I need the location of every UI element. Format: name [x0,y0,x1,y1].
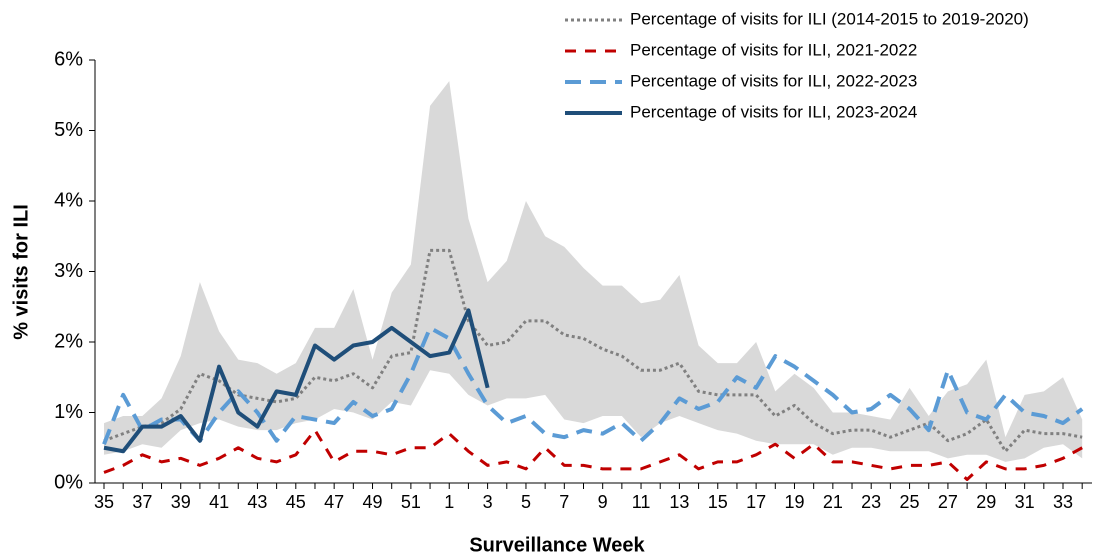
y-tick-label: 5% [54,119,83,141]
y-tick-label: 3% [54,260,83,282]
x-tick-label: 41 [209,492,229,512]
x-tick-label: 39 [171,492,191,512]
y-tick-label: 6% [54,48,83,70]
x-tick-label: 51 [401,492,421,512]
x-tick-label: 3 [483,492,493,512]
y-tick-label: 4% [54,189,83,211]
series-line [103,428,1083,481]
y-tick-label: 1% [54,401,83,423]
x-tick-label: 47 [324,492,344,512]
legend-label: Percentage of visits for ILI, 2023-2024 [630,102,917,121]
x-tick-label: 11 [632,492,651,512]
x-tick-label: 19 [784,492,804,512]
x-tick-label: 27 [938,492,958,512]
legend-label: Percentage of visits for ILI (2014-2015 … [630,9,1029,28]
x-tick-label: 29 [976,492,996,512]
x-tick-label: 45 [286,492,306,512]
x-tick-label: 33 [1053,492,1073,512]
x-tick-label: 1 [444,492,454,512]
x-tick-label: 21 [823,492,843,512]
x-tick-label: 25 [900,492,920,512]
y-axis-title: % visits for ILI [10,204,32,340]
x-tick-label: 15 [708,492,728,512]
series-line [103,248,1083,453]
x-tick-label: 13 [669,492,689,512]
x-tick-label: 37 [132,492,152,512]
x-tick-label: 5 [521,492,531,512]
x-axis-title: Surveillance Week [469,534,645,556]
legend-label: Percentage of visits for ILI, 2021-2022 [630,40,917,59]
x-tick-label: 35 [94,492,114,512]
y-tick-label: 0% [54,471,83,493]
x-tick-label: 43 [247,492,267,512]
x-tick-label: 31 [1015,492,1035,512]
series-line [103,308,490,454]
range-band [104,81,1083,462]
x-tick-label: 7 [559,492,569,512]
y-tick-label: 2% [54,330,83,352]
x-tick-label: 23 [861,492,881,512]
x-tick-label: 49 [363,492,383,512]
legend-label: Percentage of visits for ILI, 2022-2023 [630,71,917,90]
x-tick-label: 9 [598,492,608,512]
x-tick-label: 17 [746,492,766,512]
